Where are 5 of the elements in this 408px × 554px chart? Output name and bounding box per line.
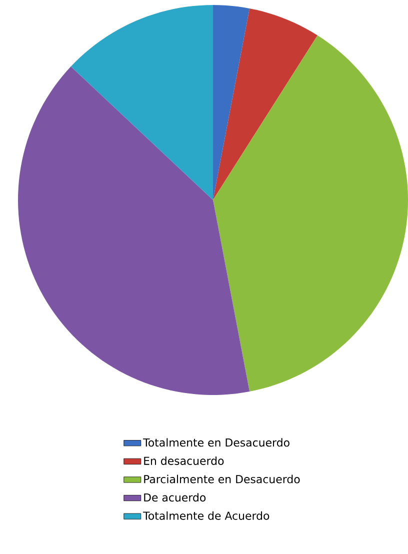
legend-label: De acuerdo bbox=[144, 493, 206, 502]
legend-label: En desacuerdo bbox=[144, 456, 224, 465]
legend-label: Totalmente de Acuerdo bbox=[143, 511, 270, 520]
legend-label: Parcialmente en Desacuerdo bbox=[144, 474, 300, 484]
legend-label: Totalmente en Desacuerdo bbox=[143, 438, 290, 447]
